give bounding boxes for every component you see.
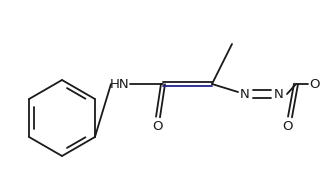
Text: O: O [310, 78, 320, 91]
Text: N: N [274, 87, 284, 100]
Text: O: O [153, 120, 163, 134]
Text: O: O [283, 120, 293, 134]
Text: N: N [240, 87, 250, 100]
Text: HN: HN [110, 78, 130, 91]
